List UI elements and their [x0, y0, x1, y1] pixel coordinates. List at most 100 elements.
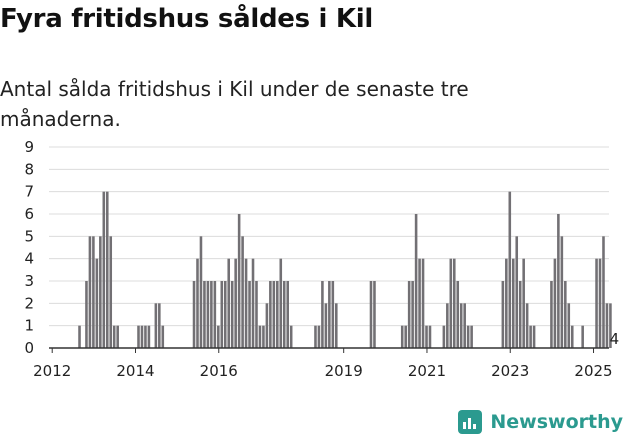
y-tick-label: 2 [24, 294, 34, 312]
bar [105, 191, 109, 348]
bar [421, 258, 425, 348]
bar [317, 325, 321, 348]
bar [276, 281, 279, 348]
bar [265, 303, 269, 348]
bar [92, 236, 95, 348]
bar [463, 303, 466, 348]
y-tick-label: 5 [24, 227, 34, 245]
y-tick-label: 6 [24, 205, 34, 223]
bar [85, 281, 88, 348]
bar [230, 281, 234, 348]
bar [466, 325, 470, 348]
bar [227, 258, 231, 348]
bar [564, 281, 567, 348]
bar [213, 281, 217, 348]
bar [248, 281, 251, 348]
bar [598, 258, 602, 348]
bar [95, 258, 99, 348]
x-tick-label: 2019 [325, 362, 363, 380]
chart-title: Fyra fritidshus såldes i Kil [0, 4, 373, 34]
bar [210, 281, 213, 348]
bar [258, 325, 262, 348]
bar [501, 281, 505, 348]
bar [331, 281, 335, 348]
bar [553, 258, 557, 348]
x-tick-label: 2014 [116, 362, 154, 380]
bar [251, 258, 255, 348]
y-tick-label: 4 [24, 250, 34, 268]
bar [137, 325, 140, 348]
bar [425, 325, 428, 348]
bar [418, 258, 421, 348]
bar [147, 325, 151, 348]
bar [328, 281, 331, 348]
bar [452, 258, 456, 348]
bar [196, 258, 199, 348]
x-tick-label: 2023 [491, 362, 529, 380]
bar [217, 325, 220, 348]
bar [407, 281, 411, 348]
bar [206, 281, 210, 348]
bar [158, 303, 161, 348]
bar [102, 191, 106, 348]
bar [522, 258, 525, 348]
bar [456, 281, 460, 348]
bar [192, 281, 196, 348]
bar [511, 258, 515, 348]
y-tick-label: 0 [24, 339, 34, 357]
bar [505, 258, 508, 348]
bar [324, 303, 328, 348]
bar [161, 325, 165, 348]
bar [602, 236, 605, 348]
bar [404, 325, 407, 348]
bar [272, 281, 276, 348]
bar [335, 303, 338, 348]
bar [234, 258, 237, 348]
bar [449, 258, 453, 348]
bar [446, 303, 449, 348]
y-tick-label: 8 [24, 160, 34, 178]
bar [282, 281, 286, 348]
bar [220, 281, 224, 348]
bar [314, 325, 317, 348]
bar [550, 281, 553, 348]
bar [203, 281, 206, 348]
bar [369, 281, 373, 348]
bar [244, 258, 248, 348]
bar [595, 258, 598, 348]
bar [508, 191, 512, 348]
y-tick-label: 9 [24, 138, 34, 156]
bar [237, 214, 241, 348]
bar [199, 236, 203, 348]
bar [605, 303, 609, 348]
bar [321, 281, 324, 348]
bar [459, 303, 463, 348]
bar [570, 325, 574, 348]
bar [112, 325, 116, 348]
x-tick-label: 2025 [574, 362, 612, 380]
bar [88, 236, 92, 348]
bar [529, 325, 532, 348]
bar [241, 236, 244, 348]
bar [442, 325, 446, 348]
bar [286, 281, 289, 348]
bar [414, 214, 418, 348]
brand-logo: Newsworthy [458, 410, 623, 434]
bar [154, 303, 158, 348]
bar [411, 281, 414, 348]
bar [279, 258, 283, 348]
bar [581, 325, 584, 348]
bar [373, 281, 376, 348]
x-tick-label: 2021 [408, 362, 446, 380]
bar [223, 281, 227, 348]
bar [116, 325, 119, 348]
bar [518, 281, 522, 348]
bar [262, 325, 265, 348]
bar [567, 303, 571, 348]
x-tick-label: 2012 [33, 362, 71, 380]
bar [532, 325, 536, 348]
brand-name: Newsworthy [490, 411, 623, 433]
bar [609, 303, 612, 348]
bar [428, 325, 432, 348]
